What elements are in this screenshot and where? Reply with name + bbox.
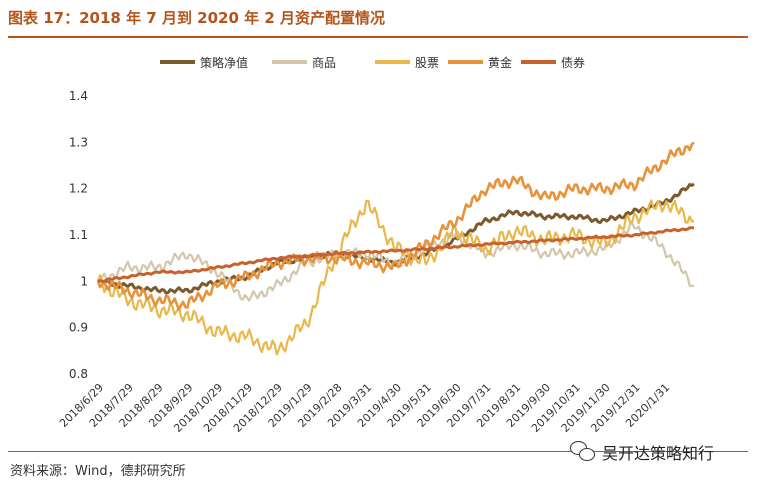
y-tick-label: 1 bbox=[80, 274, 88, 288]
title-divider bbox=[8, 36, 748, 38]
watermark-text: 吴开达策略知行 bbox=[602, 444, 715, 463]
series-line bbox=[96, 141, 695, 311]
footer-divider bbox=[8, 451, 748, 452]
legend-label: 债券 bbox=[561, 55, 585, 70]
series-line bbox=[97, 226, 695, 283]
legend-label: 股票 bbox=[415, 56, 439, 70]
y-tick-label: 1.4 bbox=[69, 89, 88, 103]
y-tick-label: 1.1 bbox=[69, 228, 88, 242]
series-lines bbox=[96, 141, 695, 356]
wechat-icon bbox=[570, 441, 596, 463]
y-axis: 0.8 0.9 1 1.1 1.2 1.3 1.4 bbox=[69, 89, 88, 381]
y-tick-label: 1.2 bbox=[69, 182, 88, 196]
watermark: 吴开达策略知行 bbox=[570, 440, 714, 464]
legend-label: 商品 bbox=[312, 55, 336, 70]
y-tick-label: 0.9 bbox=[69, 321, 88, 335]
y-tick-label: 0.8 bbox=[69, 367, 88, 381]
x-axis: 2018/6/292018/7/292018/8/292018/9/292018… bbox=[57, 381, 672, 435]
figure-title: 图表 17：2018 年 7 月到 2020 年 2 月资产配置情况 bbox=[8, 9, 386, 27]
series-line bbox=[96, 199, 695, 356]
legend-label: 黄金 bbox=[488, 55, 512, 70]
source-note: 资料来源：Wind，德邦研究所 bbox=[10, 464, 186, 479]
legend: 策略净值 商品 股票 黄金 债券 bbox=[160, 55, 585, 70]
legend-label: 策略净值 bbox=[200, 55, 248, 70]
y-tick-label: 1.3 bbox=[69, 135, 88, 149]
